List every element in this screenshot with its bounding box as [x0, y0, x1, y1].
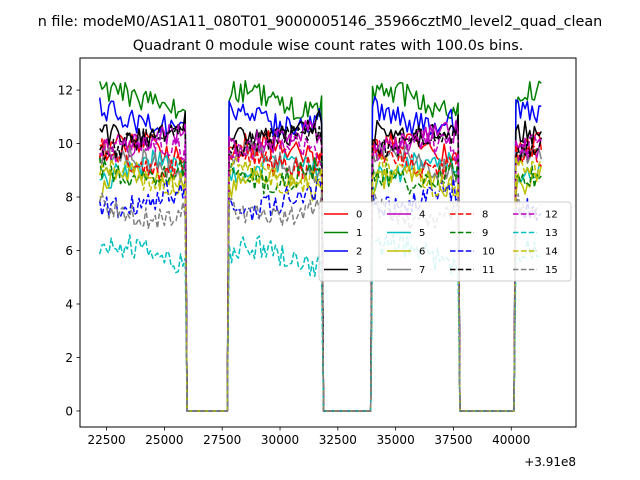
series-line-13: [98, 234, 542, 412]
series-layer: [98, 79, 543, 412]
legend-label-3: 3: [356, 265, 362, 276]
y-tick-label: 6: [65, 244, 73, 258]
legend-label-13: 13: [545, 228, 558, 239]
x-tick-label: 40000: [492, 433, 530, 447]
y-tick-label: 0: [65, 404, 73, 418]
y-tick-label: 10: [58, 137, 73, 151]
legend-label-15: 15: [545, 265, 558, 276]
figure-suptitle: n file: modeM0/AS1A11_080T01_9000005146_…: [38, 14, 603, 30]
legend-label-10: 10: [482, 247, 495, 258]
series-line-1: [98, 79, 542, 412]
series-line-6: [99, 161, 543, 412]
series-line-9: [98, 156, 542, 412]
x-tick-label: 30000: [261, 433, 299, 447]
y-tick-label: 4: [65, 297, 73, 311]
x-offset-label: +3.91e8: [524, 455, 576, 469]
legend-label-2: 2: [356, 247, 362, 258]
legend-label-0: 0: [356, 210, 362, 221]
legend-label-5: 5: [419, 228, 425, 239]
x-tick-label: 27500: [203, 433, 241, 447]
legend-label-4: 4: [419, 210, 425, 221]
series-line-3: [99, 109, 542, 412]
x-tick-label: 22500: [87, 433, 125, 447]
legend-label-1: 1: [356, 228, 362, 239]
series-line-12: [99, 130, 542, 412]
legend-label-7: 7: [419, 265, 425, 276]
legend-label-8: 8: [482, 210, 488, 221]
axes-frame: [79, 57, 577, 428]
legend-label-14: 14: [545, 247, 558, 258]
y-axis: 0 2 4 6 8 10 12: [58, 83, 80, 418]
series-line-14: [98, 156, 542, 412]
y-tick-label: 2: [65, 351, 73, 365]
x-tick-label: 35000: [377, 433, 415, 447]
x-tick-label: 25000: [145, 433, 183, 447]
y-tick-label: 8: [65, 190, 73, 204]
series-line-4: [99, 119, 543, 412]
legend-label-6: 6: [419, 247, 425, 258]
legend-label-9: 9: [482, 228, 488, 239]
x-tick-label: 37500: [434, 433, 472, 447]
series-line-10: [98, 177, 542, 412]
x-axis: 22500 25000 27500 30000 32500 35000 37500 40000: [87, 427, 530, 447]
y-tick-label: 12: [58, 83, 73, 97]
legend-box: [318, 201, 572, 282]
legend-label-11: 11: [482, 265, 495, 276]
axes-title: Quadrant 0 module wise count rates with …: [133, 38, 524, 54]
legend-label-12: 12: [545, 210, 558, 221]
x-tick-label: 32500: [319, 433, 357, 447]
